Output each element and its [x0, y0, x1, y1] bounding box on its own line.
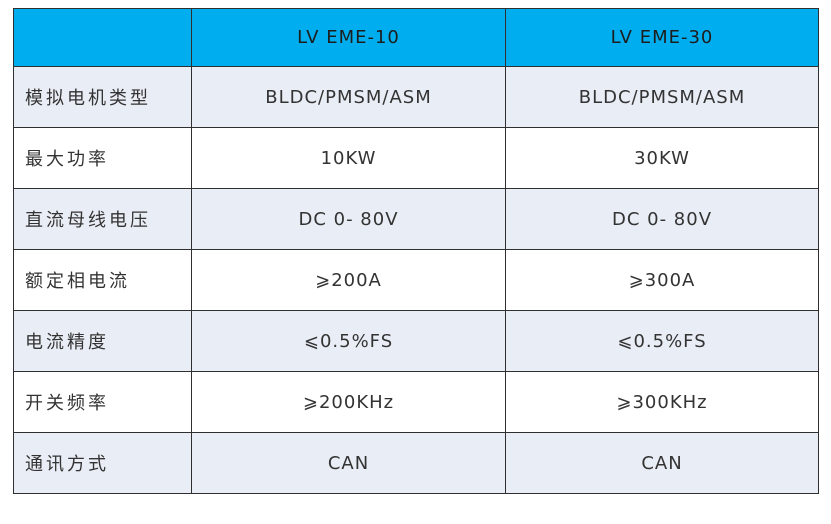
value-eme10: CAN — [191, 432, 506, 494]
table-row: 直流母线电压 DC 0- 80V DC 0- 80V — [13, 188, 819, 250]
table-row: 最大功率 10KW 30KW — [13, 127, 819, 189]
spec-table: LV EME-10 LV EME-30 模拟电机类型 BLDC/PMSM/ASM… — [13, 8, 819, 494]
value-eme30: BLDC/PMSM/ASM — [505, 66, 819, 128]
header-model-eme30: LV EME-30 — [505, 8, 819, 67]
table-row: 通讯方式 CAN CAN — [13, 432, 819, 494]
value-eme30: DC 0- 80V — [505, 188, 819, 250]
value-eme10: DC 0- 80V — [191, 188, 506, 250]
value-eme10: BLDC/PMSM/ASM — [191, 66, 506, 128]
value-eme10: 10KW — [191, 127, 506, 189]
table-row: 开关频率 ⩾200KHz ⩾300KHz — [13, 371, 819, 433]
table-row: 电流精度 ⩽0.5%FS ⩽0.5%FS — [13, 310, 819, 372]
value-eme10: ⩾200KHz — [191, 371, 506, 433]
value-eme30: ⩽0.5%FS — [505, 310, 819, 372]
value-eme10: ⩾200A — [191, 249, 506, 311]
header-empty-cell — [13, 8, 192, 67]
value-eme30: 30KW — [505, 127, 819, 189]
row-label: 开关频率 — [13, 371, 192, 433]
row-label: 模拟电机类型 — [13, 66, 192, 128]
value-eme30: ⩾300A — [505, 249, 819, 311]
value-eme30: ⩾300KHz — [505, 371, 819, 433]
row-label: 直流母线电压 — [13, 188, 192, 250]
table-row: 模拟电机类型 BLDC/PMSM/ASM BLDC/PMSM/ASM — [13, 66, 819, 128]
header-model-eme10: LV EME-10 — [191, 8, 506, 67]
row-label: 额定相电流 — [13, 249, 192, 311]
value-eme10: ⩽0.5%FS — [191, 310, 506, 372]
value-eme30: CAN — [505, 432, 819, 494]
row-label: 通讯方式 — [13, 432, 192, 494]
header-row: LV EME-10 LV EME-30 — [13, 8, 819, 67]
row-label: 最大功率 — [13, 127, 192, 189]
row-label: 电流精度 — [13, 310, 192, 372]
table-row: 额定相电流 ⩾200A ⩾300A — [13, 249, 819, 311]
